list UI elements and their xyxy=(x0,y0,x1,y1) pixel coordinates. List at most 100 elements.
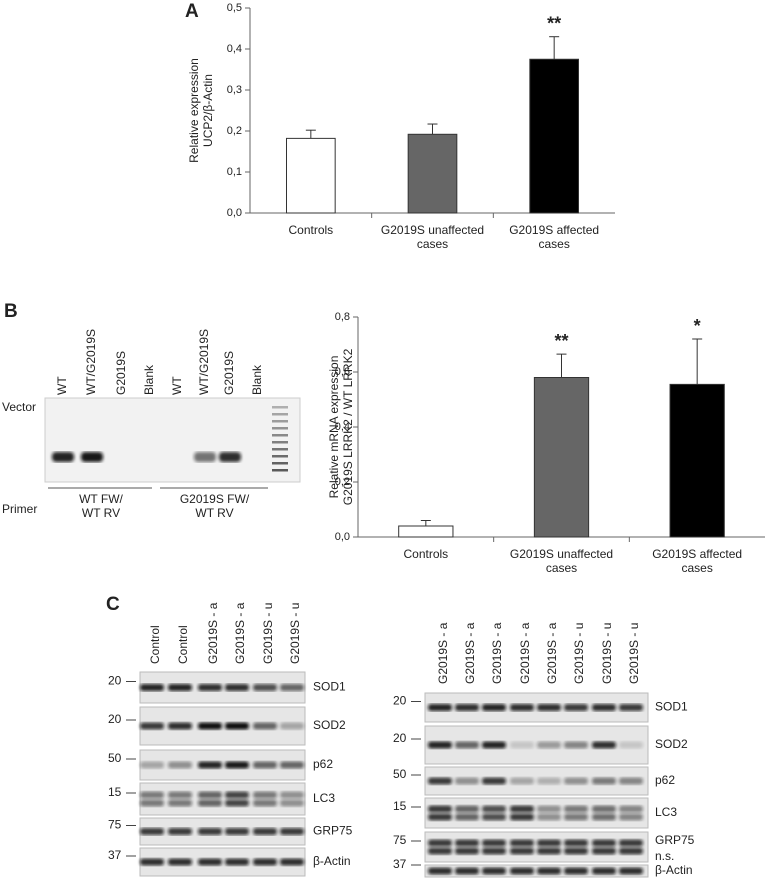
lane-label: G2019S - a xyxy=(436,622,450,684)
lane-label: Blank xyxy=(250,364,264,395)
blot-band xyxy=(198,858,222,866)
blot-band xyxy=(253,791,277,799)
protein-label: GRP75 xyxy=(313,824,353,838)
y-tick-label: 0,4 xyxy=(335,421,350,433)
blot-band xyxy=(168,761,192,769)
marker-label: 50 xyxy=(393,767,407,781)
panel-label: A xyxy=(185,1,199,22)
blot-band xyxy=(537,704,561,711)
x-tick-label: G2019S affected cases xyxy=(652,547,743,575)
blot-band xyxy=(225,791,249,799)
lane-label: G2019S xyxy=(222,351,236,395)
blot-band xyxy=(198,761,222,769)
blot-band xyxy=(225,858,249,866)
blot-band xyxy=(428,741,452,749)
protein-label: β-Actin xyxy=(655,863,693,877)
y-tick-label: 0,1 xyxy=(227,166,242,178)
blot-band xyxy=(428,704,452,711)
protein-label: SOD2 xyxy=(655,737,688,751)
blot-band xyxy=(619,847,643,855)
marker-label: 15 xyxy=(108,785,122,799)
blot-band xyxy=(564,839,588,847)
blot-band xyxy=(537,741,561,749)
blot-band xyxy=(428,777,452,785)
blot-band xyxy=(198,828,222,835)
marker-label: 37 xyxy=(393,857,407,871)
blot-band xyxy=(482,813,506,821)
significance: ** xyxy=(547,13,561,33)
blot-band xyxy=(225,722,249,730)
blot-band xyxy=(168,858,192,866)
blot-band xyxy=(253,722,277,730)
blot-band xyxy=(455,777,479,785)
blot-strip xyxy=(424,831,649,863)
bar xyxy=(286,137,336,214)
lane-label: G2019S - u xyxy=(600,623,614,684)
blot-band xyxy=(510,839,534,847)
ladder-band xyxy=(272,427,288,430)
x-tick-label: G2019S unaffected cases xyxy=(509,547,614,575)
lane-label: G2019S - a xyxy=(233,602,247,664)
protein-note: n.s. xyxy=(655,849,674,863)
marker-label: 20 xyxy=(108,674,122,688)
blot-band xyxy=(168,799,192,807)
blot-band xyxy=(225,684,249,691)
blot-band xyxy=(564,704,588,711)
protein-label: p62 xyxy=(313,757,333,771)
blot-band xyxy=(564,847,588,855)
blot-band xyxy=(428,839,452,847)
blot-band xyxy=(428,867,452,875)
protein-label: LC3 xyxy=(655,805,677,819)
primer-label: G2019S FW/ WT RV xyxy=(179,492,250,520)
blot-band xyxy=(455,741,479,749)
blot-band xyxy=(428,805,452,813)
blot-band xyxy=(428,813,452,821)
gel-band xyxy=(81,452,103,462)
blot-band xyxy=(510,704,534,711)
blot-strip xyxy=(139,749,306,781)
lane-label: Blank xyxy=(142,364,156,395)
blot-band xyxy=(619,741,643,749)
blot-band xyxy=(280,761,304,769)
bar xyxy=(533,377,590,538)
blot-band xyxy=(537,777,561,785)
blot-strip xyxy=(139,782,306,816)
ladder-band xyxy=(272,469,288,472)
blot-band xyxy=(225,799,249,807)
ladder-band xyxy=(272,406,288,409)
significance: * xyxy=(694,316,701,336)
blot-strip xyxy=(139,671,306,704)
marker-label: 20 xyxy=(393,694,407,708)
ladder-band xyxy=(272,413,288,416)
lane-label: G2019S - a xyxy=(463,622,477,684)
blot-band xyxy=(510,847,534,855)
blot-band xyxy=(564,813,588,821)
blot-band xyxy=(198,684,222,691)
ladder-band xyxy=(272,441,288,444)
lane-label: G2019S - u xyxy=(288,603,302,664)
blot-band xyxy=(619,805,643,813)
blot-band xyxy=(140,799,164,807)
lane-label: WT xyxy=(55,376,69,395)
blot-band xyxy=(253,828,277,835)
blot-band xyxy=(537,847,561,855)
blot-band xyxy=(510,867,534,875)
blot-band xyxy=(619,867,643,875)
blot-band xyxy=(280,828,304,835)
blot-band xyxy=(482,704,506,711)
x-tick-label: Controls xyxy=(403,547,449,561)
gel xyxy=(44,397,301,483)
blot-band xyxy=(537,813,561,821)
blot-band xyxy=(619,704,643,711)
ladder-band xyxy=(272,420,288,423)
blot-band xyxy=(455,805,479,813)
blot-strip xyxy=(424,797,649,829)
blot-band xyxy=(537,867,561,875)
blot-band xyxy=(225,761,249,769)
blot-band xyxy=(140,858,164,866)
blot-band xyxy=(592,777,616,785)
blot-band xyxy=(253,858,277,866)
lane-label: Control xyxy=(176,625,190,664)
